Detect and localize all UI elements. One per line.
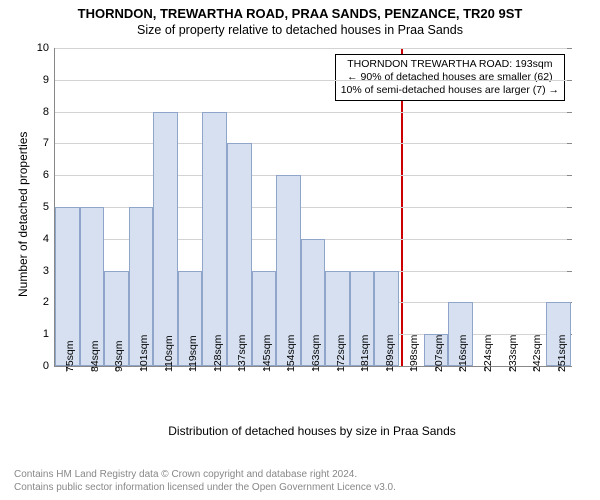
gridline bbox=[55, 80, 571, 81]
ytick-label: 0 bbox=[43, 360, 55, 372]
annotation-line3: 10% of semi-detached houses are larger (… bbox=[341, 84, 559, 97]
xtick-label: 251sqm bbox=[556, 335, 568, 372]
ytick-label: 4 bbox=[43, 233, 55, 245]
ytick-label: 3 bbox=[43, 265, 55, 277]
xtick-label: 207sqm bbox=[433, 335, 445, 372]
annotation-line1: THORNDON TREWARTHA ROAD: 193sqm bbox=[341, 58, 559, 71]
gridline bbox=[55, 112, 571, 113]
xtick-label: 101sqm bbox=[138, 335, 150, 372]
histogram-bar bbox=[153, 112, 178, 366]
ytick-mark bbox=[567, 175, 572, 176]
xtick-label: 189sqm bbox=[384, 335, 396, 372]
xtick-label: 224sqm bbox=[482, 335, 494, 372]
histogram-bar bbox=[202, 112, 227, 366]
xtick-label: 216sqm bbox=[457, 335, 469, 372]
xtick-label: 75sqm bbox=[64, 340, 76, 372]
x-axis-label: Distribution of detached houses by size … bbox=[54, 424, 570, 438]
ytick-label: 10 bbox=[37, 42, 55, 54]
xtick-label: 110sqm bbox=[163, 335, 175, 372]
ytick-label: 9 bbox=[43, 74, 55, 86]
gridline bbox=[55, 48, 571, 49]
ytick-mark bbox=[567, 112, 572, 113]
ytick-mark bbox=[567, 207, 572, 208]
xtick-label: 84sqm bbox=[89, 340, 101, 372]
xtick-label: 163sqm bbox=[310, 335, 322, 372]
xtick-label: 128sqm bbox=[212, 335, 224, 372]
xtick-label: 172sqm bbox=[335, 335, 347, 372]
ytick-label: 2 bbox=[43, 296, 55, 308]
ytick-label: 1 bbox=[43, 328, 55, 340]
ytick-label: 8 bbox=[43, 106, 55, 118]
xtick-label: 119sqm bbox=[187, 335, 199, 372]
footer-line2: Contains public sector information licen… bbox=[14, 482, 396, 495]
chart-subtitle: Size of property relative to detached ho… bbox=[0, 21, 600, 37]
xtick-label: 198sqm bbox=[408, 335, 420, 372]
footer-attribution: Contains HM Land Registry data © Crown c… bbox=[14, 469, 396, 494]
xtick-label: 154sqm bbox=[285, 335, 297, 372]
y-axis-label: Number of detached properties bbox=[16, 132, 30, 297]
xtick-label: 93sqm bbox=[113, 340, 125, 372]
xtick-label: 137sqm bbox=[236, 335, 248, 372]
chart-plot-area: THORNDON TREWARTHA ROAD: 193sqm ← 90% of… bbox=[54, 48, 571, 367]
ytick-mark bbox=[567, 80, 572, 81]
ytick-label: 6 bbox=[43, 169, 55, 181]
gridline bbox=[55, 175, 571, 176]
xtick-label: 145sqm bbox=[261, 335, 273, 372]
ytick-mark bbox=[567, 48, 572, 49]
annotation-box: THORNDON TREWARTHA ROAD: 193sqm ← 90% of… bbox=[335, 54, 565, 101]
ytick-label: 5 bbox=[43, 201, 55, 213]
chart-title-address: THORNDON, TREWARTHA ROAD, PRAA SANDS, PE… bbox=[0, 0, 600, 21]
xtick-label: 233sqm bbox=[507, 335, 519, 372]
ytick-label: 7 bbox=[43, 137, 55, 149]
annotation-line2: ← 90% of detached houses are smaller (62… bbox=[341, 71, 559, 84]
gridline bbox=[55, 143, 571, 144]
histogram-bar bbox=[227, 143, 252, 366]
ytick-mark bbox=[567, 271, 572, 272]
ytick-mark bbox=[567, 143, 572, 144]
xtick-label: 181sqm bbox=[359, 335, 371, 372]
xtick-label: 242sqm bbox=[531, 335, 543, 372]
ytick-mark bbox=[567, 239, 572, 240]
footer-line1: Contains HM Land Registry data © Crown c… bbox=[14, 469, 396, 482]
